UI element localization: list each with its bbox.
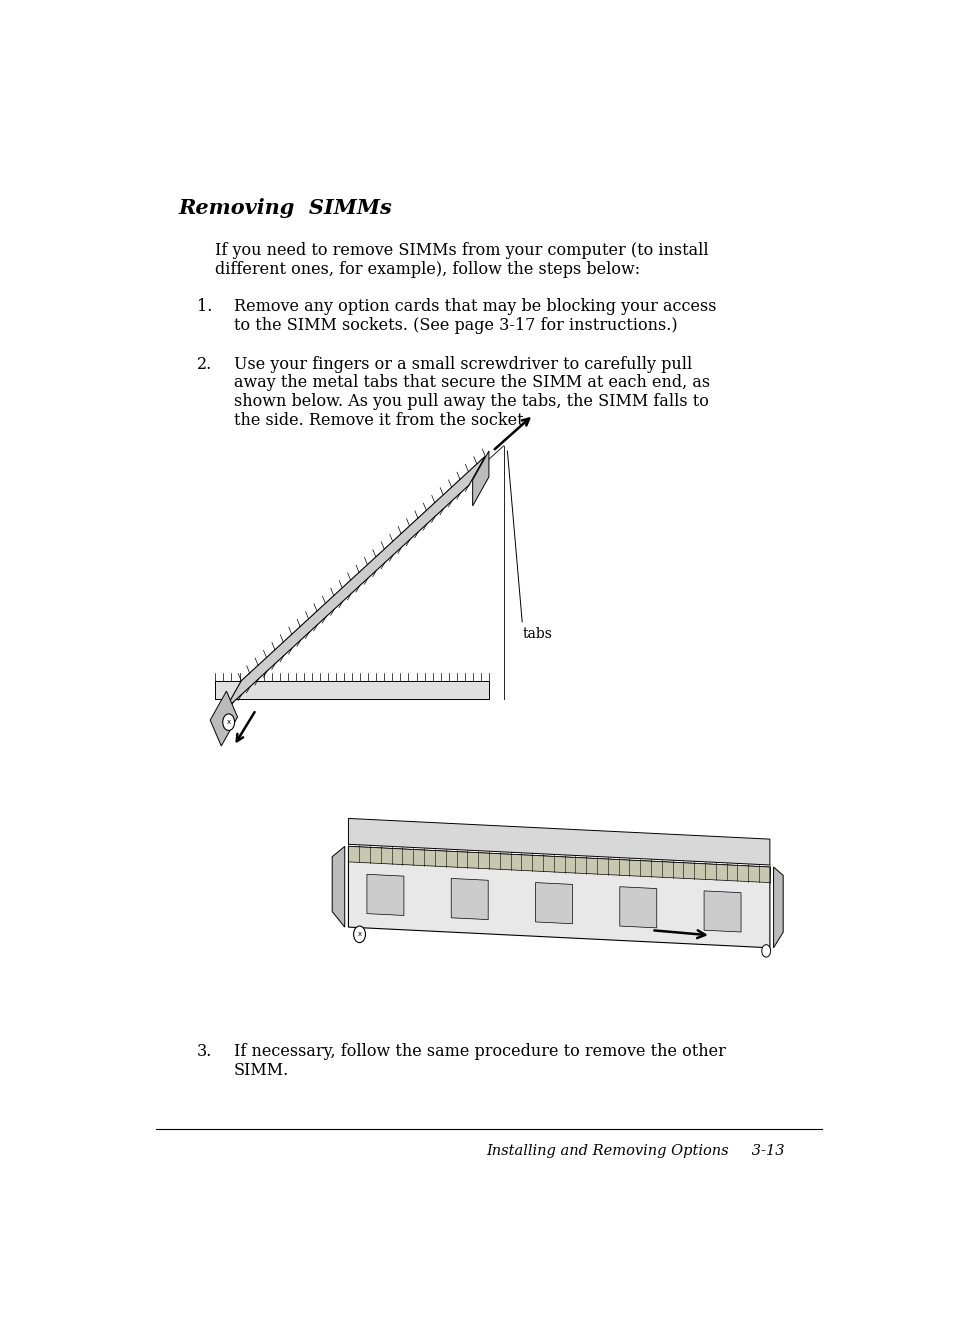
Polygon shape [367,875,403,915]
Text: x: x [357,931,361,937]
Text: If you need to remove SIMMs from your computer (to install: If you need to remove SIMMs from your co… [215,242,708,259]
Text: different ones, for example), follow the steps below:: different ones, for example), follow the… [215,261,639,278]
Circle shape [354,926,365,942]
Text: Installing and Removing Options     3-13: Installing and Removing Options 3-13 [486,1145,783,1159]
Text: shown below. As you pull away the tabs, the SIMM falls to: shown below. As you pull away the tabs, … [233,392,708,410]
Polygon shape [348,818,769,866]
Polygon shape [535,883,572,923]
Text: the side. Remove it from the socket.: the side. Remove it from the socket. [233,411,528,429]
Circle shape [222,714,234,731]
Text: If necessary, follow the same procedure to remove the other: If necessary, follow the same procedure … [233,1043,725,1060]
Polygon shape [773,867,782,948]
Polygon shape [472,452,488,505]
Polygon shape [215,681,488,699]
Text: tabs: tabs [521,626,552,641]
Text: 2.: 2. [196,356,212,372]
Polygon shape [703,891,740,931]
Polygon shape [348,847,769,883]
Polygon shape [348,847,769,948]
Circle shape [760,945,770,957]
Polygon shape [619,887,656,927]
Text: 1.: 1. [196,298,212,314]
Text: to the SIMM sockets. (See page 3-17 for instructions.): to the SIMM sockets. (See page 3-17 for … [233,317,677,333]
Text: Removing  SIMMs: Removing SIMMs [178,198,392,218]
Polygon shape [210,691,237,746]
Polygon shape [225,456,485,710]
Text: x: x [227,719,231,726]
Text: Use your fingers or a small screwdriver to carefully pull: Use your fingers or a small screwdriver … [233,356,691,372]
Polygon shape [451,879,488,919]
Text: SIMM.: SIMM. [233,1062,289,1079]
Polygon shape [332,847,344,927]
Text: away the metal tabs that secure the SIMM at each end, as: away the metal tabs that secure the SIMM… [233,375,709,391]
Text: Remove any option cards that may be blocking your access: Remove any option cards that may be bloc… [233,298,716,314]
Text: 3.: 3. [196,1043,212,1060]
